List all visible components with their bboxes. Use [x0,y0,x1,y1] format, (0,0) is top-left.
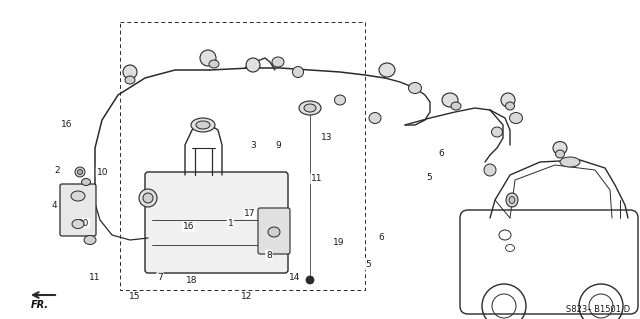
Ellipse shape [77,169,83,174]
Ellipse shape [200,50,216,66]
Ellipse shape [304,104,316,112]
Ellipse shape [125,76,135,84]
Ellipse shape [143,193,153,203]
Ellipse shape [442,93,458,107]
Text: 12: 12 [241,292,252,301]
Text: FR.: FR. [31,300,49,310]
Ellipse shape [509,113,522,123]
Ellipse shape [556,150,564,158]
Ellipse shape [506,102,515,110]
Ellipse shape [209,60,219,68]
Text: 20: 20 [77,219,89,228]
Ellipse shape [306,276,314,284]
Text: 5: 5 [365,260,371,269]
Ellipse shape [246,58,260,72]
Text: 2: 2 [55,166,60,175]
Ellipse shape [268,227,280,237]
Text: S823– B1501 D: S823– B1501 D [566,306,630,315]
Text: 11: 11 [311,174,323,183]
Ellipse shape [492,127,502,137]
Text: 11: 11 [89,273,100,282]
FancyBboxPatch shape [60,184,96,236]
Text: 14: 14 [289,273,300,282]
Ellipse shape [553,142,567,154]
Ellipse shape [292,66,303,78]
Text: 7: 7 [157,273,163,282]
FancyBboxPatch shape [258,208,290,254]
Ellipse shape [196,121,210,129]
Ellipse shape [379,63,395,77]
Ellipse shape [272,57,284,67]
Text: 5: 5 [426,173,431,182]
Ellipse shape [509,197,515,204]
Ellipse shape [560,157,580,167]
Bar [120,22,365,290]
Text: 18: 18 [186,276,198,285]
Text: 3: 3 [250,141,255,150]
Ellipse shape [451,102,461,110]
Ellipse shape [81,179,90,186]
Ellipse shape [484,164,496,176]
Ellipse shape [75,167,85,177]
Ellipse shape [191,118,215,132]
Ellipse shape [84,235,96,244]
Ellipse shape [123,65,137,79]
Text: 9: 9 [276,141,281,150]
Ellipse shape [506,193,518,207]
Text: 4: 4 [52,201,57,210]
Ellipse shape [408,83,422,93]
Ellipse shape [369,113,381,123]
Ellipse shape [335,95,346,105]
Text: 19: 19 [333,238,345,247]
Text: 6: 6 [378,233,383,242]
Text: 15: 15 [129,292,140,301]
Text: 16: 16 [61,120,73,129]
Text: 17: 17 [244,209,255,218]
FancyBboxPatch shape [145,172,288,273]
Text: 1: 1 [228,219,233,228]
Text: 16: 16 [183,222,195,231]
Text: 6: 6 [439,149,444,158]
Text: 13: 13 [321,133,332,142]
Ellipse shape [71,191,85,201]
Ellipse shape [72,219,84,228]
Text: 10: 10 [97,168,108,177]
Ellipse shape [501,93,515,107]
Text: 8: 8 [266,251,271,260]
Ellipse shape [139,189,157,207]
Ellipse shape [299,101,321,115]
